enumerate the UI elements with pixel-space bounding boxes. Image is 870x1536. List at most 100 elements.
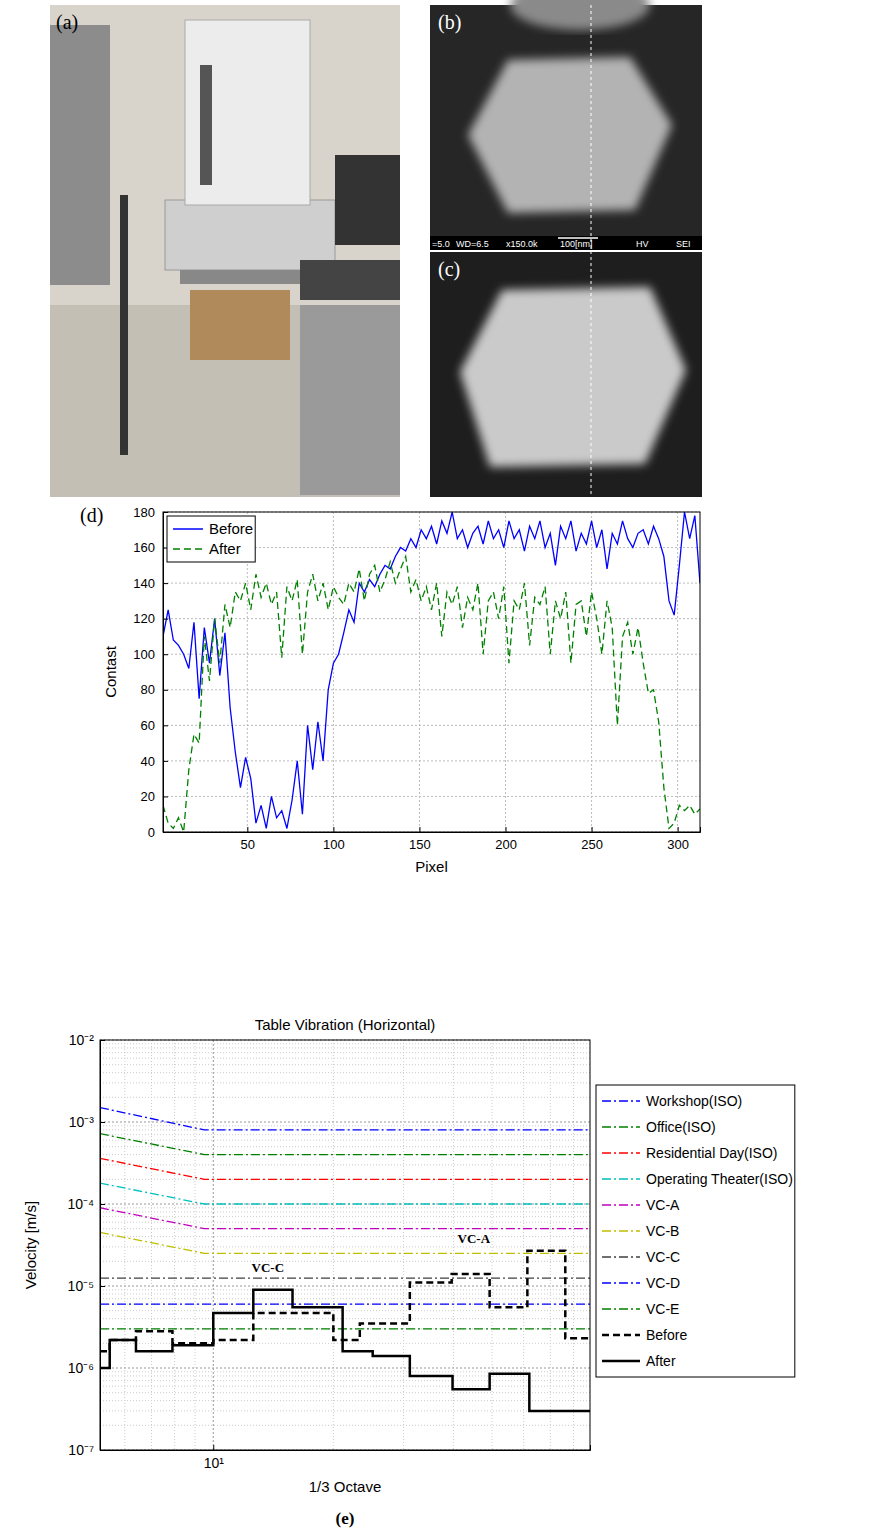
legend-label: VC-B	[646, 1223, 679, 1239]
tick-mark	[163, 619, 168, 620]
legend-label: Office(ISO)	[646, 1119, 716, 1135]
sem-info-bar	[430, 236, 702, 250]
tick: 10⁻²	[69, 1032, 105, 1048]
legend-swatch	[602, 1360, 640, 1363]
minor-grid-line	[100, 1293, 590, 1294]
minor-grid-line	[100, 1072, 590, 1073]
plot-frame	[100, 1040, 590, 1450]
axis-title: Contast	[102, 645, 119, 698]
minor-grid-line	[100, 1304, 590, 1305]
legend: BeforeAfter	[167, 516, 255, 562]
tick-mark	[592, 827, 593, 832]
tick: 150	[409, 827, 431, 852]
grid-line	[333, 512, 334, 832]
tick-label: 160	[133, 540, 155, 555]
tick: 20	[141, 789, 168, 804]
criterion-line	[100, 1158, 590, 1179]
tick: 60	[141, 718, 168, 733]
legend-label: VC-D	[646, 1275, 680, 1291]
minor-grid-line	[100, 1043, 590, 1044]
photo-box	[190, 290, 290, 360]
criterion-line	[100, 1277, 590, 1278]
axis-title: Pixel	[415, 858, 448, 875]
minor-grid-line	[100, 1236, 590, 1237]
x-axis: 10¹	[101, 1445, 591, 1471]
legend-label: VC-C	[646, 1249, 680, 1265]
criterion-line	[100, 1108, 590, 1130]
tick: 40	[141, 754, 168, 769]
grid-line	[163, 760, 700, 761]
photo-microscope	[185, 20, 310, 205]
plot-area	[163, 512, 700, 832]
plot-area	[100, 1040, 590, 1450]
minor-grid-line	[100, 1228, 590, 1229]
tick: 10⁻⁷	[68, 1442, 105, 1458]
legend-swatch	[602, 1126, 640, 1127]
tick-label: 100	[133, 647, 155, 662]
grid-line	[100, 1204, 590, 1205]
panel-label: (b)	[438, 11, 461, 34]
x-axis: 50100150200250300	[164, 827, 701, 852]
sem-info-text: HV	[636, 239, 649, 249]
sem-panel: (c)	[430, 252, 702, 497]
minor-grid-line	[151, 1040, 152, 1450]
sem-background	[430, 5, 702, 250]
tick: 10⁻³	[69, 1114, 105, 1130]
photo-cart	[300, 305, 400, 495]
tick-mark	[100, 1040, 105, 1041]
grid-line	[100, 1368, 590, 1369]
minor-grid-line	[124, 1040, 125, 1450]
tick: 10⁻⁴	[67, 1196, 105, 1212]
minor-grid-line	[100, 1289, 590, 1290]
minor-grid-line	[100, 1310, 590, 1311]
minor-grid-line	[100, 1216, 590, 1217]
data-line	[163, 556, 700, 832]
grid-line	[163, 583, 700, 584]
minor-grid-line	[100, 1154, 590, 1155]
tick-label: 0	[148, 825, 155, 840]
data-line	[163, 512, 700, 828]
tick-mark	[163, 512, 168, 513]
sem-particle	[460, 287, 686, 467]
legend-label: Operating Theater(ISO)	[646, 1171, 793, 1187]
sem-particle	[510, 0, 650, 30]
grid-line	[100, 1122, 590, 1123]
criterion-line	[100, 1183, 590, 1204]
minor-grid-line	[100, 1052, 590, 1053]
minor-grid-line	[100, 1261, 590, 1262]
panel-label: (c)	[438, 258, 460, 281]
step-line	[100, 1290, 590, 1411]
legend-label: Workshop(ISO)	[646, 1093, 742, 1109]
tick: 200	[495, 827, 517, 852]
criterion-line	[100, 1304, 590, 1305]
tick: 100	[323, 827, 345, 852]
tick-mark	[678, 827, 679, 832]
minor-grid-line	[100, 1400, 590, 1401]
tick: 140	[133, 576, 168, 591]
sem-info-text: =5.0	[432, 239, 450, 249]
minor-grid-line	[100, 1425, 590, 1426]
legend-swatch	[602, 1256, 640, 1257]
tick-label: 10⁻⁶	[68, 1360, 94, 1376]
tick-mark	[213, 1445, 214, 1450]
tick-label: 80	[141, 682, 155, 697]
y-axis: 10⁻⁷10⁻⁶10⁻⁵10⁻⁴10⁻³10⁻²	[67, 1032, 105, 1458]
tick-mark	[100, 1450, 105, 1451]
tick: 10¹	[204, 1445, 225, 1471]
tick-label: 10⁻²	[69, 1032, 95, 1048]
criterion-line	[100, 1232, 590, 1253]
tick: 10⁻⁶	[68, 1360, 105, 1376]
tick-label: 60	[141, 718, 155, 733]
photo-monitor	[335, 155, 400, 245]
tick-label: 100	[323, 837, 345, 852]
legend-box	[167, 516, 255, 562]
axis-line	[101, 1445, 591, 1451]
minor-grid-line	[100, 1047, 590, 1048]
tick-mark	[163, 761, 168, 762]
sem-info-text: SEI	[676, 239, 691, 249]
step-chart: 10¹10⁻⁷10⁻⁶10⁻⁵10⁻⁴10⁻³10⁻²Table Vibrati…	[22, 1016, 795, 1528]
legend-swatch	[173, 528, 203, 530]
tick-label: 20	[141, 789, 155, 804]
criterion-line	[100, 1328, 590, 1329]
tick-label: 250	[581, 837, 603, 852]
